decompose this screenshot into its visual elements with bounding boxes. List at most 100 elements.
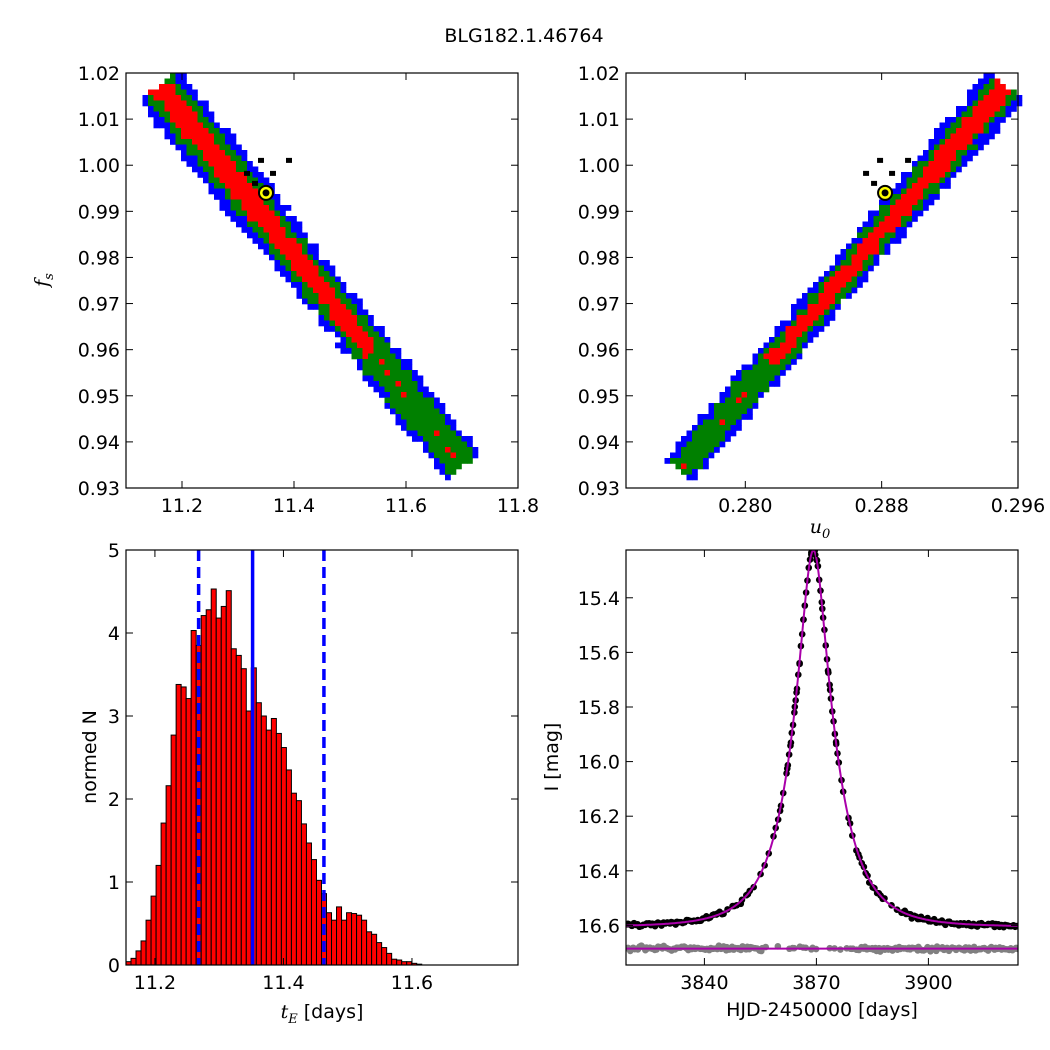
posterior-cell [923,177,929,184]
posterior-cell [324,326,330,332]
posterior-cell [346,320,352,327]
posterior-cell [725,392,731,398]
x-axis-label: u0 [810,516,831,542]
posterior-cell [862,265,869,272]
posterior-cell [824,320,830,327]
posterior-cell [368,381,374,387]
posterior-cell [807,315,814,321]
posterior-cell [164,117,171,123]
posterior-cell [263,232,270,239]
posterior-cell [846,243,852,250]
posterior-cell [950,172,957,178]
posterior-cell [252,172,259,178]
posterior-cell [945,183,951,189]
posterior-cell [901,183,907,189]
posterior-cell [324,315,330,321]
posterior-cell [868,265,874,272]
posterior-cell [197,150,204,156]
posterior-cell [450,419,457,426]
posterior-cell [417,392,424,398]
posterior-cell [384,370,391,376]
posterior-cell [472,452,479,459]
posterior-cell [802,331,808,338]
posterior-cell [236,172,242,178]
histogram-bar [325,912,333,966]
posterior-cell [813,282,819,288]
posterior-cell [186,100,193,107]
posterior-cell [725,403,731,409]
posterior-cell [934,183,940,189]
posterior-cell [373,337,380,343]
posterior-cell [269,221,275,228]
posterior-cell [219,205,226,211]
posterior-cell [857,243,863,250]
posterior-cell [236,150,242,156]
posterior-cell [813,293,819,299]
posterior-cell [818,304,825,310]
posterior-cell [439,469,446,475]
posterior-cell [785,342,792,349]
posterior-cell [307,260,314,266]
posterior-cell [780,364,786,371]
posterior-cell [296,287,303,294]
posterior-cell [318,315,325,321]
posterior-cell [934,172,940,178]
posterior-cell [307,304,314,310]
posterior-cell [186,133,193,140]
posterior-cell [318,320,325,327]
posterior-cell [664,458,671,464]
posterior-cell [214,133,220,140]
posterior-cell [164,100,171,107]
posterior-cell [197,100,204,107]
posterior-cell [412,381,418,387]
posterior-cell [890,232,896,239]
posterior-cell [813,298,819,305]
posterior-cell [675,452,682,459]
posterior-cell [818,315,825,321]
posterior-cell [439,441,446,448]
posterior-cell [934,150,940,156]
posterior-cell [456,436,462,442]
posterior-cell [197,117,204,123]
posterior-cell [703,425,709,431]
posterior-cell [956,144,962,151]
posterior-cell [401,425,407,431]
posterior-cell [1011,106,1017,112]
posterior-cell [423,441,429,448]
posterior-cell [302,265,308,272]
posterior-cell [395,364,402,371]
posterior-cell [703,441,709,448]
posterior-cell [214,194,220,200]
posterior-cell [851,249,858,255]
posterior-cell [417,419,424,426]
y-tick-label: 1.00 [78,155,120,177]
posterior-cell [412,436,418,442]
posterior-cell [873,210,880,217]
posterior-cell [357,359,363,365]
posterior-cell [719,392,726,398]
posterior-cell [170,111,176,118]
posterior-cell [807,287,814,294]
posterior-cell [681,447,687,453]
posterior-cell [362,359,369,365]
posterior-cell [972,95,979,101]
posterior-cell [401,419,407,426]
posterior-cell [686,436,693,442]
posterior-cell [686,447,693,453]
posterior-cell [692,425,698,431]
posterior-cell [324,293,330,299]
posterior-cell [373,348,380,354]
posterior-cell [912,210,918,217]
posterior-cell [956,139,962,145]
posterior-cell [1005,111,1012,118]
posterior-cell [291,254,297,261]
posterior-cell [840,271,847,277]
posterior-cell [362,342,369,349]
posterior-cell [225,166,231,173]
posterior-cell [181,139,187,145]
posterior-cell [868,227,874,233]
y-tick-label: 1.01 [78,109,120,131]
posterior-cell [686,430,693,437]
posterior-cell [258,216,264,222]
posterior-cell [208,122,215,129]
